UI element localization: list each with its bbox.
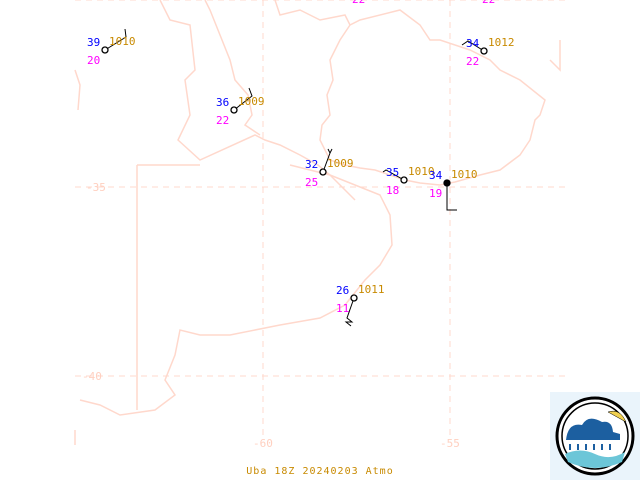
wind-barb-icon bbox=[446, 183, 457, 211]
wind-barb-icon bbox=[382, 169, 405, 181]
station-plot: 36 1009 22 bbox=[216, 87, 265, 127]
pressure-label: 1012 bbox=[488, 36, 515, 49]
weather-logo-icon bbox=[550, 392, 640, 480]
coastline bbox=[274, 0, 546, 186]
temperature-label: 26 bbox=[336, 284, 349, 297]
wind-barb-icon bbox=[104, 28, 127, 51]
temperature-label: 36 bbox=[216, 96, 229, 109]
edge-dewpoints: 22 22 bbox=[352, 0, 495, 6]
station-circle-icon bbox=[350, 294, 358, 302]
dewpoint-label: 22 bbox=[466, 55, 479, 68]
station-circle-icon bbox=[230, 106, 238, 114]
pressure-label: 1009 bbox=[238, 95, 265, 108]
dewpoint-label: 20 bbox=[87, 54, 100, 67]
temperature-label: 34 bbox=[466, 37, 480, 50]
station-plot: 39 1010 20 bbox=[87, 28, 136, 67]
station-circle-icon bbox=[443, 179, 451, 187]
temperature-label: 35 bbox=[386, 166, 399, 179]
pressure-label: 1010 bbox=[408, 165, 435, 178]
station-plot: 34 1012 22 bbox=[461, 36, 515, 68]
lon-label: -55 bbox=[440, 437, 460, 450]
station-circle-icon bbox=[101, 46, 109, 54]
pressure-label: 1010 bbox=[451, 168, 478, 181]
coastlines-borders bbox=[74, 0, 561, 445]
wind-barb-icon bbox=[461, 40, 485, 52]
border-line bbox=[204, 0, 261, 136]
dewpoint-label: 25 bbox=[305, 176, 318, 189]
grid-labels: -35 -40 -60 -55 bbox=[82, 181, 460, 450]
wind-barb-icon bbox=[344, 297, 355, 327]
border-line bbox=[136, 164, 200, 410]
temperature-label: 34 bbox=[429, 169, 443, 182]
map-footer-caption: Uba 18Z 20240203 Atmo bbox=[246, 466, 394, 477]
station-plot: 35 1010 18 bbox=[382, 165, 435, 197]
coastline bbox=[79, 164, 393, 416]
station-circle-icon bbox=[319, 168, 327, 176]
dewpoint-label: 19 bbox=[429, 187, 442, 200]
lat-label: -40 bbox=[82, 370, 102, 383]
dewpoint-label: 22 bbox=[482, 0, 495, 6]
station-plot: 26 1011 11 bbox=[336, 283, 385, 327]
dewpoint-label: 18 bbox=[386, 184, 399, 197]
pressure-label: 1009 bbox=[327, 157, 354, 170]
station-circle-icon bbox=[480, 47, 488, 55]
lon-label: -60 bbox=[253, 437, 273, 450]
station-plot: 32 1009 25 bbox=[305, 148, 354, 189]
coastline bbox=[549, 40, 561, 72]
dewpoint-label: 22 bbox=[352, 0, 365, 6]
station-circle-icon bbox=[400, 176, 408, 184]
temperature-label: 39 bbox=[87, 36, 100, 49]
lat-label: -35 bbox=[86, 181, 106, 194]
dewpoint-label: 22 bbox=[216, 114, 229, 127]
pressure-label: 1010 bbox=[109, 35, 136, 48]
station-plot: 34 1010 19 bbox=[429, 168, 478, 211]
temperature-label: 32 bbox=[305, 158, 318, 171]
wind-barb-icon bbox=[322, 148, 333, 173]
wind-barb-icon bbox=[233, 87, 253, 111]
dewpoint-label: 11 bbox=[336, 302, 349, 315]
graticule bbox=[75, 0, 565, 440]
coastline bbox=[74, 69, 81, 111]
pressure-label: 1011 bbox=[358, 283, 385, 296]
